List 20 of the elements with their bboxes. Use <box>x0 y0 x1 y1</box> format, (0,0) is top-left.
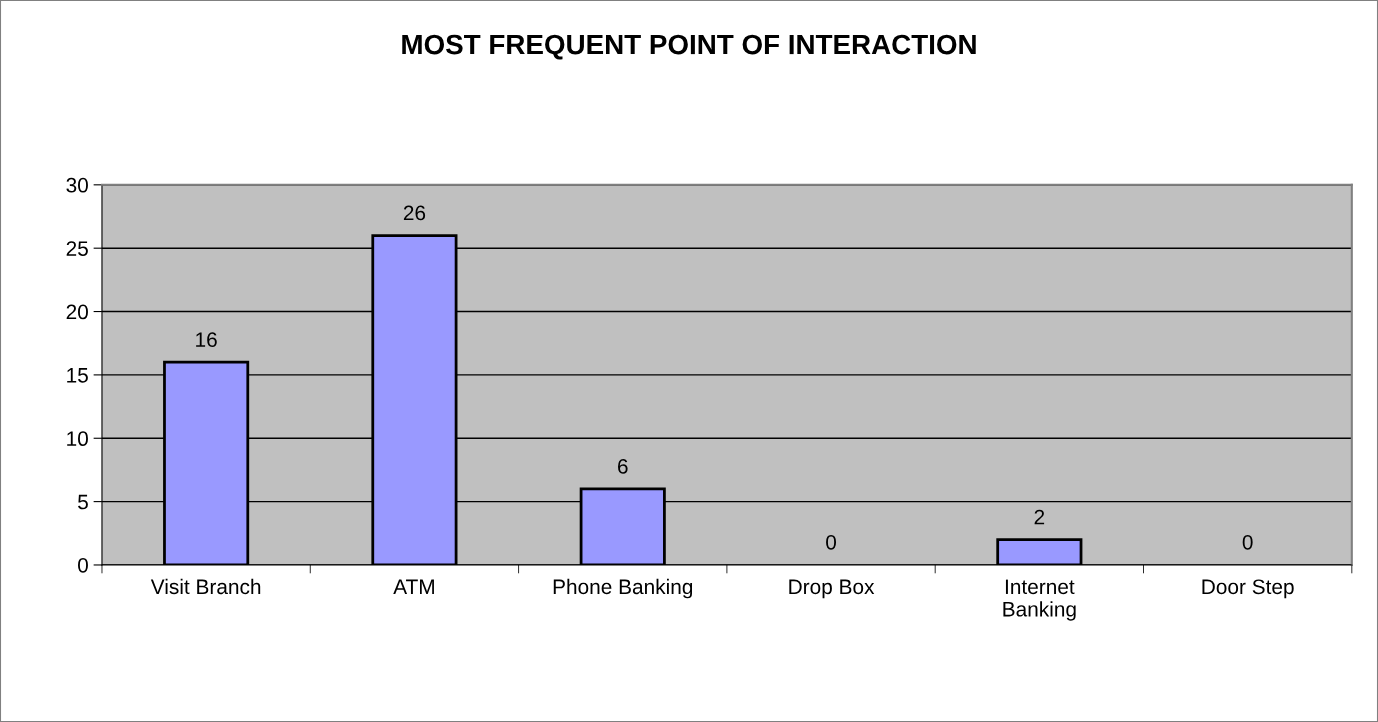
y-tick-label: 30 <box>66 177 88 193</box>
chart-title: MOST FREQUENT POINT OF INTERACTION <box>402 34 976 60</box>
data-label: 0 <box>1242 534 1253 550</box>
x-tick-label: Door Step <box>1202 579 1294 599</box>
x-tick-label: Internet Banking <box>1003 579 1076 621</box>
y-tick-label: 10 <box>67 431 88 447</box>
x-tick-label: Phone Banking <box>553 578 693 599</box>
x-tick-label: ATM <box>393 579 434 594</box>
data-label: 0 <box>826 534 837 550</box>
y-tick-label: 0 <box>78 557 88 573</box>
x-tick-label: Visit Branch <box>150 578 261 595</box>
data-label: 26 <box>403 205 426 221</box>
data-label: 2 <box>1034 509 1045 525</box>
y-tick-label: 15 <box>67 368 88 383</box>
data-label: 6 <box>618 458 628 474</box>
y-tick-label: 20 <box>66 304 88 320</box>
y-tick-label: 5 <box>78 494 88 510</box>
y-tick-label: 25 <box>66 241 88 256</box>
data-label: 16 <box>196 332 217 347</box>
x-tick-label: Drop Box <box>789 579 875 599</box>
